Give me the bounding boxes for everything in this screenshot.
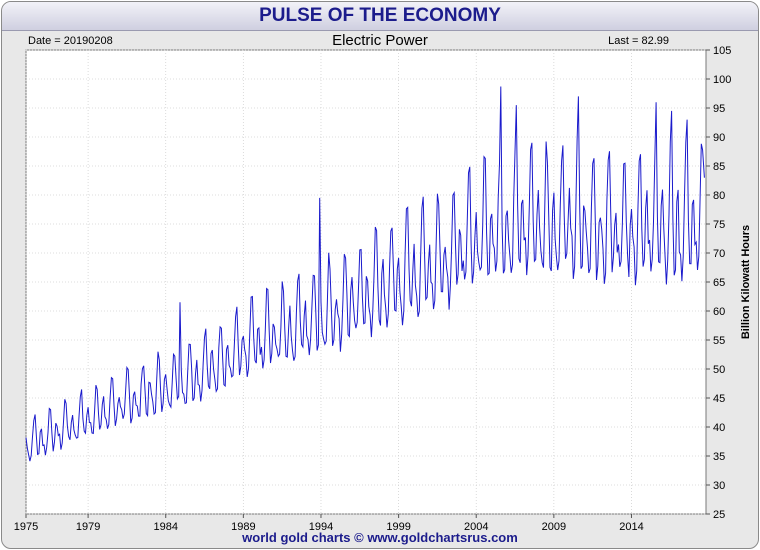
y-axis-label: Billion Kilowatt Hours	[740, 225, 752, 339]
x-tick-label: 1999	[386, 521, 410, 533]
y-tick-label: 25	[713, 509, 725, 521]
y-tick-label: 30	[713, 480, 725, 492]
x-tick-label: 2009	[542, 521, 566, 533]
date-label: Date = 20190208	[28, 35, 113, 47]
y-tick-label: 65	[713, 277, 725, 289]
page-title: PULSE OF THE ECONOMY	[259, 5, 501, 26]
series-line	[25, 86, 705, 462]
y-tick-label: 35	[713, 451, 725, 463]
x-tick-label: 1979	[76, 521, 100, 533]
last-value-label: Last = 82.99	[608, 35, 669, 47]
y-tick-label: 55	[713, 335, 725, 347]
x-tick-label: 2004	[464, 521, 488, 533]
footer-credit: world gold charts © www.goldchartsrus.co…	[242, 530, 518, 545]
y-tick-label: 70	[713, 248, 725, 260]
y-tick-label: 105	[713, 45, 731, 57]
x-tick-label: 1994	[309, 521, 333, 533]
x-tick-label: 1975	[14, 521, 38, 533]
y-tick-label: 95	[713, 103, 725, 115]
x-tick-label: 1989	[231, 521, 255, 533]
y-tick-label: 85	[713, 161, 725, 173]
y-tick-label: 40	[713, 422, 725, 434]
x-tick-label: 2014	[619, 521, 643, 533]
title-bar: PULSE OF THE ECONOMY	[2, 2, 758, 31]
y-tick-label: 50	[713, 364, 725, 376]
y-tick-label: 75	[713, 219, 725, 231]
chart-title: Electric Power	[332, 32, 428, 49]
y-tick-label: 60	[713, 306, 725, 318]
y-tick-label: 90	[713, 132, 725, 144]
x-tick-label: 1984	[153, 521, 177, 533]
y-tick-label: 80	[713, 190, 725, 202]
y-tick-label: 45	[713, 393, 725, 405]
y-tick-label: 100	[713, 74, 731, 86]
